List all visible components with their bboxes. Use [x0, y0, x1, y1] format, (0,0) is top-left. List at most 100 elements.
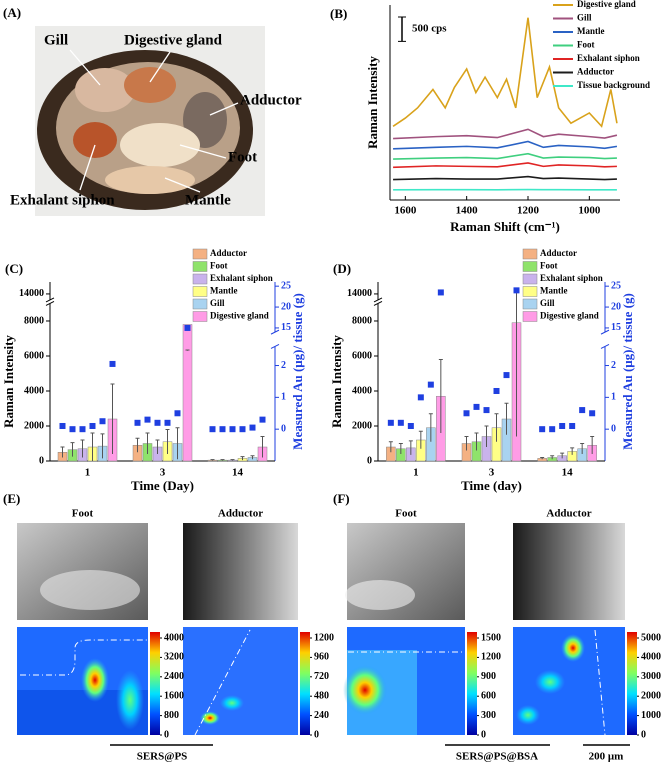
spectrum-line	[393, 128, 618, 140]
colorbar-tick-label: 2000	[641, 690, 661, 701]
colorbar-tick-label: 1200	[481, 652, 501, 663]
panel-label: (C)	[5, 261, 23, 276]
break-mark	[45, 297, 55, 303]
colorbar-tick-label: 240	[314, 710, 329, 721]
y-tick-label: 14000	[347, 288, 372, 299]
x-tick-label: 1200	[517, 205, 540, 217]
x-tick-label: 1600	[394, 205, 417, 217]
legend-label: Adductor	[577, 67, 614, 77]
scale-bar-label: 500 cps	[412, 23, 447, 35]
leader	[209, 102, 239, 116]
colorbar-tick-label: 300	[481, 710, 496, 721]
y-axis-label: Raman Intensity	[1, 335, 16, 428]
au-marker	[569, 422, 576, 429]
legend-label: Exhalant siphon	[540, 273, 603, 283]
legend-label: Digestive gland	[210, 311, 269, 321]
y-tick-label: 8000	[24, 315, 44, 326]
legend-swatch	[522, 248, 538, 260]
annotation: Adductor	[240, 92, 302, 108]
colorbar	[627, 632, 637, 735]
y2-tick-label: 25	[281, 280, 291, 291]
legend-label: Mantle	[540, 286, 568, 296]
break-mark	[373, 301, 383, 306]
colorbar-tick-label: 800	[164, 710, 179, 721]
bar	[182, 324, 193, 462]
au-marker	[69, 426, 76, 433]
au-marker	[427, 381, 434, 388]
au-marker	[463, 410, 470, 417]
au-marker	[99, 418, 106, 425]
legend-label: Adductor	[210, 248, 247, 258]
y-axis-label: Raman Intensity	[365, 56, 380, 149]
y2-tick-label: 0	[611, 423, 616, 434]
spectrum-line	[392, 17, 618, 128]
micrograph	[183, 523, 298, 620]
x-tick-label: 1	[85, 467, 91, 479]
x-axis-label: Time (day)	[461, 478, 522, 493]
legend-swatch	[192, 311, 208, 322]
au-marker	[164, 419, 171, 426]
au-marker	[513, 287, 520, 294]
colorbar-tick-label: 720	[314, 671, 329, 682]
legend-label: Adductor	[540, 248, 577, 258]
y2-tick-label: 1	[281, 392, 286, 403]
hotspot	[200, 711, 220, 725]
foot-tissue	[120, 123, 200, 167]
hotspot	[81, 658, 109, 702]
annotation: Digestive gland	[124, 32, 223, 48]
au-marker	[239, 426, 246, 433]
y2-tick-label: 1	[611, 392, 616, 403]
spectrum-line	[393, 162, 617, 169]
legend-swatch	[522, 298, 538, 310]
au-marker	[437, 289, 444, 296]
legend-label: Mantle	[577, 26, 605, 36]
y-tick-label: 6000	[24, 350, 44, 361]
y2-tick-label: 20	[281, 301, 291, 312]
colorbar-tick-label: 1500	[481, 632, 501, 643]
au-marker	[559, 422, 566, 429]
panel-label: (F)	[333, 491, 350, 506]
au-marker	[579, 407, 586, 414]
y2-tick-label: 15	[281, 322, 291, 333]
colorbar	[467, 632, 477, 735]
spectrum-line	[393, 152, 617, 160]
colorbar-tick-label: 480	[314, 690, 329, 701]
legend-label: Exhalant siphon	[210, 273, 273, 283]
au-marker	[407, 422, 414, 429]
micrograph	[513, 523, 625, 620]
legend-swatch	[192, 298, 208, 310]
legend-label: Foot	[577, 40, 595, 50]
au-marker	[417, 394, 424, 401]
hotspot	[116, 670, 144, 730]
legend-swatch	[192, 273, 208, 285]
x-axis-label: Raman Shift (cm⁻¹)	[450, 219, 560, 234]
boundary	[594, 629, 606, 736]
scale-bar-label: 200 μm	[589, 751, 624, 763]
spectrum-line	[393, 140, 618, 150]
panel-label: (A)	[3, 5, 21, 20]
legend-label: Exhalant siphon	[577, 53, 640, 63]
au-marker	[387, 419, 394, 426]
x-tick-label: 14	[562, 467, 574, 479]
leader	[179, 144, 227, 159]
au-marker	[219, 426, 226, 433]
leader	[164, 177, 201, 193]
legend-swatch	[192, 248, 208, 260]
colorbar-tick-label: 1000	[641, 710, 661, 721]
axis-break	[272, 332, 278, 347]
au-marker	[539, 426, 546, 433]
hotspot	[343, 665, 387, 715]
au-marker	[89, 422, 96, 429]
colorbar-tick-label: 0	[164, 729, 169, 740]
y-tick-label: 2000	[352, 420, 372, 431]
mantle-tissue	[105, 166, 195, 194]
au-marker	[589, 410, 596, 417]
colorbar-tick-label: 4000	[164, 632, 184, 643]
au-marker	[249, 424, 256, 431]
x-tick-label: 1000	[578, 205, 601, 217]
axis-break	[602, 332, 608, 347]
break-mark	[45, 301, 55, 306]
colorbar-tick-label: 3200	[164, 652, 184, 663]
legend-swatch	[192, 261, 208, 272]
axis-break	[375, 299, 381, 304]
